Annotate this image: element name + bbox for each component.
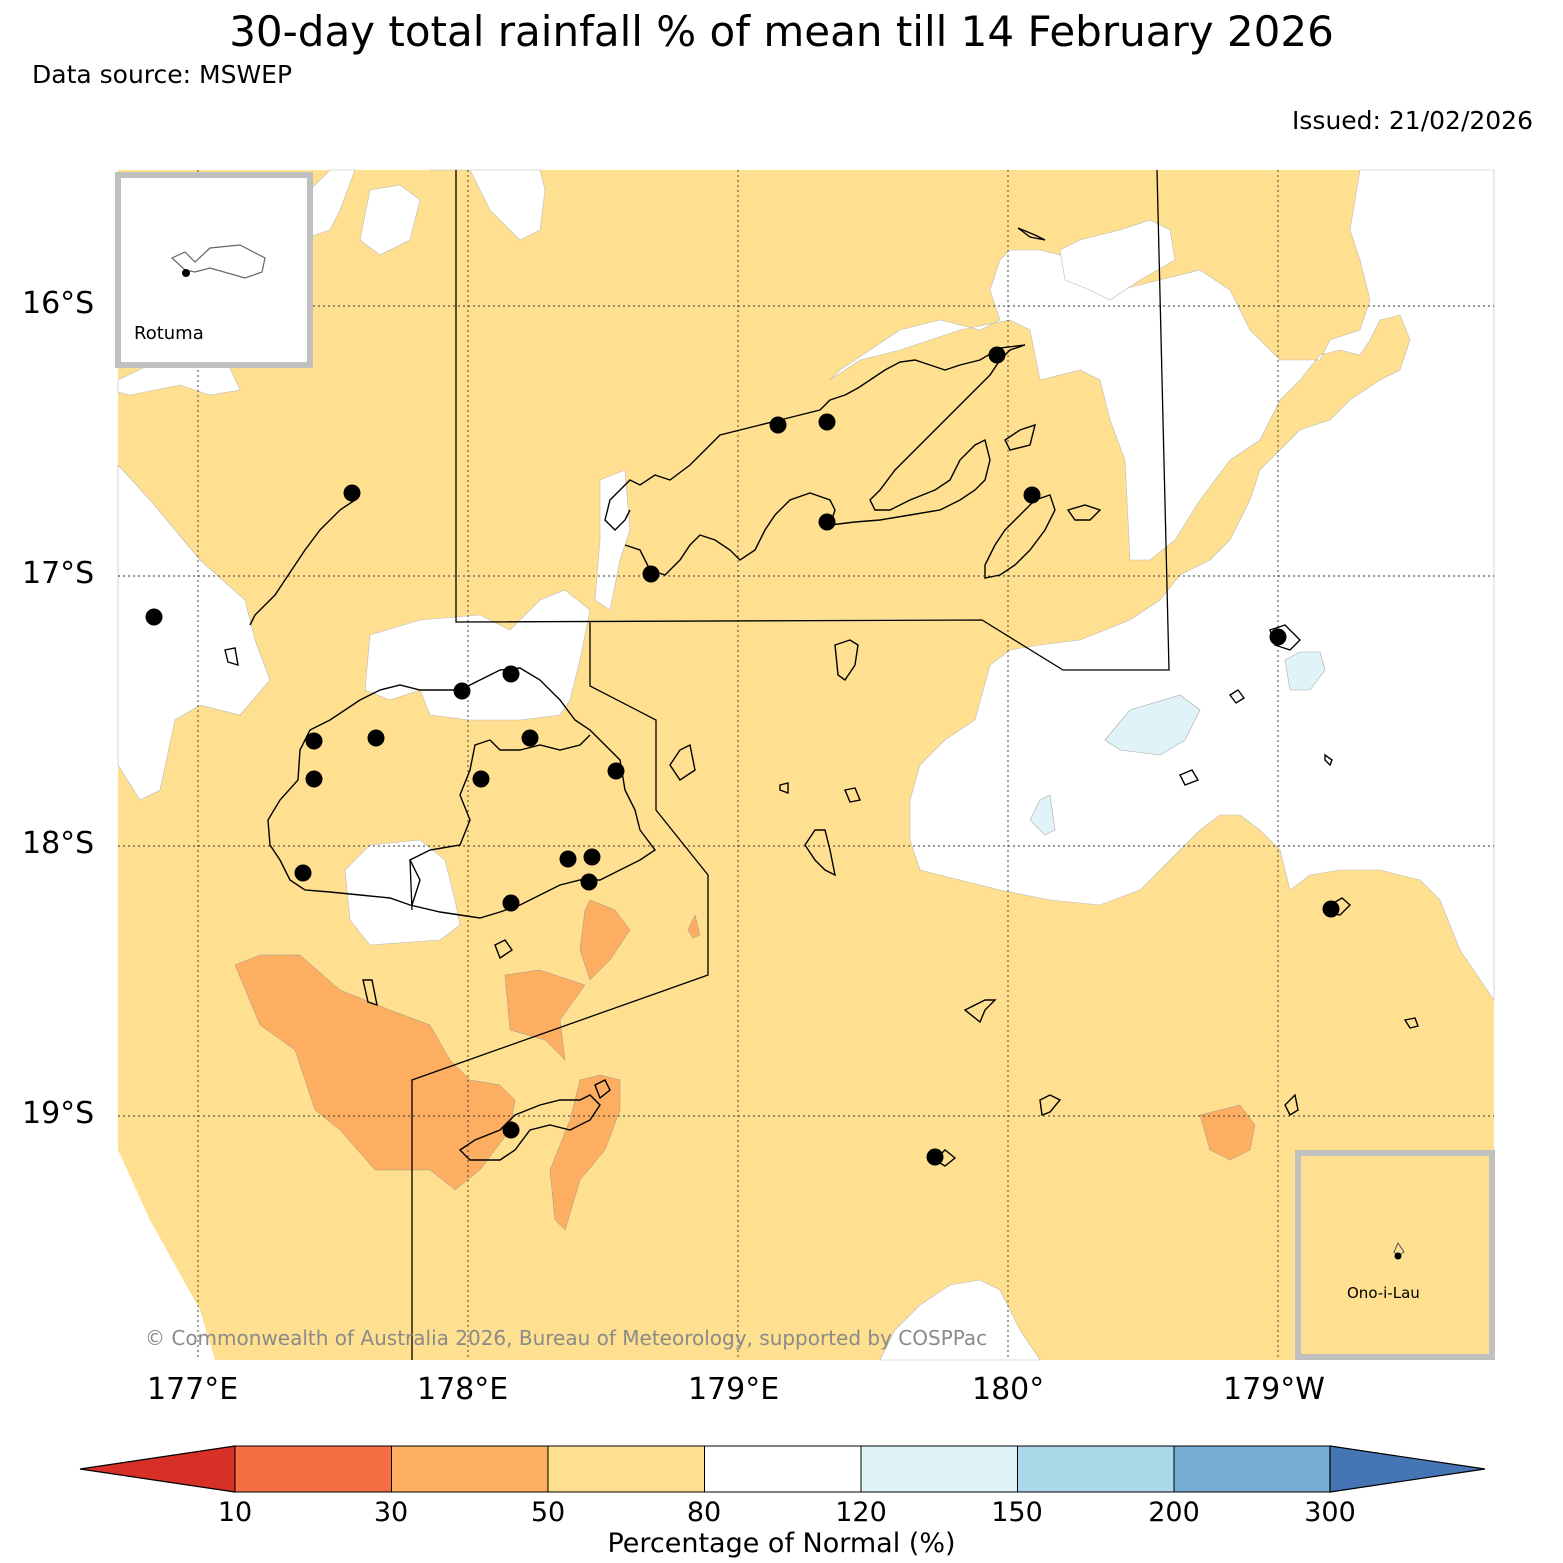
- gridlines: [118, 170, 1494, 1360]
- colorbar: [79, 1445, 1486, 1493]
- map-title: 30-day total rainfall % of mean till 14 …: [229, 7, 1334, 56]
- lon-label-178e: 178°E: [417, 1372, 509, 1407]
- colorbar-tick: 120: [835, 1497, 887, 1528]
- lon-label-177e: 177°E: [147, 1372, 239, 1407]
- colorbar-tick: 200: [1148, 1497, 1200, 1528]
- lon-label-180: 180°: [972, 1372, 1045, 1407]
- colorbar-tick: 30: [373, 1497, 409, 1528]
- division-boundaries: [409, 169, 1170, 1360]
- lat-label-18s: 18°S: [22, 826, 95, 861]
- rotuma-label: Rotuma: [134, 323, 204, 344]
- ono-i-lau-label: Ono-i-Lau: [1347, 1284, 1420, 1302]
- lat-label-16s: 16°S: [22, 286, 95, 321]
- lat-label-17s: 17°S: [22, 556, 95, 591]
- colorbar-extend-high: [1329, 1445, 1486, 1493]
- colorbar-title: Percentage of Normal (%): [607, 1528, 956, 1559]
- lon-label-179e: 179°E: [688, 1372, 780, 1407]
- normal-regions: [117, 169, 1495, 1361]
- colorbar-tick: 300: [1304, 1497, 1356, 1528]
- copyright-notice: © Commonwealth of Australia 2026, Bureau…: [145, 1326, 988, 1350]
- above-normal-regions: [1029, 651, 1326, 836]
- colorbar-tick: 80: [686, 1497, 722, 1528]
- rotuma-inset: [115, 172, 313, 368]
- ono-i-lau-inset: [1295, 1150, 1495, 1360]
- colorbar-tick: 10: [217, 1497, 253, 1528]
- colorbar-tick: 50: [530, 1497, 566, 1528]
- below-normal-regions: [234, 899, 1256, 1231]
- data-source: Data source: MSWEP: [32, 60, 293, 89]
- coastlines: [224, 227, 1419, 1167]
- lat-label-19s: 19°S: [22, 1096, 95, 1131]
- station-markers: [145, 346, 1340, 1166]
- colorbar-extend-low: [79, 1445, 236, 1493]
- lon-label-179w: 179°W: [1223, 1372, 1325, 1407]
- colorbar-tick: 150: [991, 1497, 1043, 1528]
- issued-date: Issued: 21/02/2026: [1292, 106, 1533, 135]
